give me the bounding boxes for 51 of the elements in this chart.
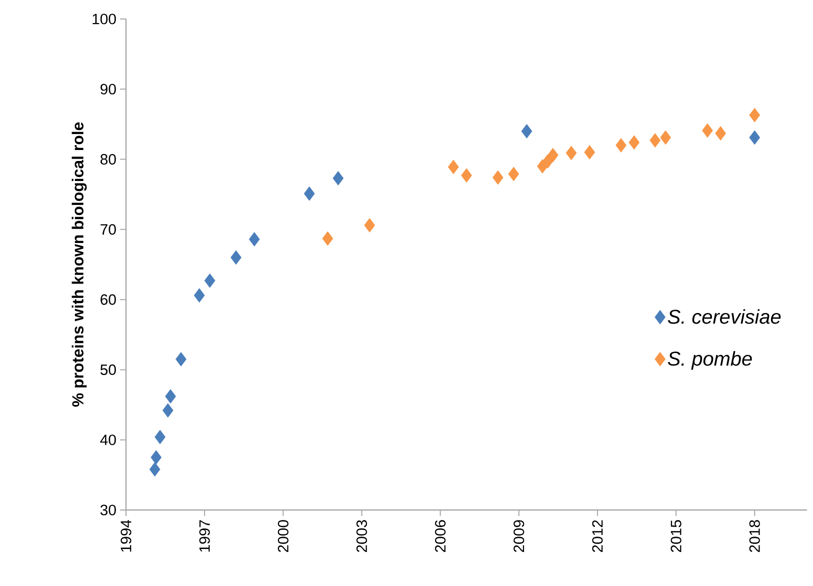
y-tick-label: 40 [100, 434, 116, 446]
point [584, 145, 596, 160]
point [660, 130, 672, 145]
x-tick-label: 2018 [749, 520, 760, 552]
point [176, 352, 186, 366]
point [749, 130, 760, 145]
point [616, 138, 626, 152]
y-tick-label: 70 [100, 224, 116, 235]
x-tick-label: 1997 [199, 520, 210, 552]
x-tick-label: 2015 [670, 520, 682, 552]
x-tick-label: 2000 [278, 520, 288, 552]
legend-label: S. pombe [668, 351, 752, 370]
point [547, 148, 558, 162]
x-tick-label: 2006 [435, 520, 446, 552]
y-tick-label: 30 [100, 504, 116, 516]
point [332, 171, 344, 186]
point [194, 288, 205, 303]
point [364, 218, 376, 232]
point [461, 168, 472, 183]
point [749, 108, 760, 122]
point [650, 133, 661, 148]
legend-label: S. cerevisiae [668, 309, 781, 324]
y-tick-label: 90 [100, 84, 116, 94]
y-axis-title: % proteins with known biological role [72, 122, 87, 407]
point [162, 403, 174, 418]
point [322, 231, 334, 246]
point [492, 170, 504, 185]
x-tick-label: 2012 [592, 520, 603, 552]
point [150, 450, 162, 465]
point [204, 273, 216, 288]
x-tick-label: 2009 [514, 520, 524, 552]
point [566, 146, 577, 160]
point [304, 186, 315, 201]
point [165, 389, 176, 404]
point [508, 166, 520, 182]
x-tick-label: 2003 [356, 520, 368, 552]
point [154, 430, 166, 444]
y-tick-label: 80 [100, 154, 116, 165]
point [702, 123, 713, 138]
y-tick-label: 60 [100, 294, 116, 305]
point [230, 250, 242, 265]
point [248, 232, 260, 246]
point [542, 154, 554, 169]
point [448, 160, 459, 174]
point [521, 124, 532, 138]
x-tick-label: 1994 [120, 520, 132, 552]
point [149, 462, 160, 477]
point [628, 135, 640, 150]
y-tick-label: 100 [92, 14, 116, 24]
point [715, 126, 726, 141]
y-tick-label: 50 [100, 364, 116, 375]
